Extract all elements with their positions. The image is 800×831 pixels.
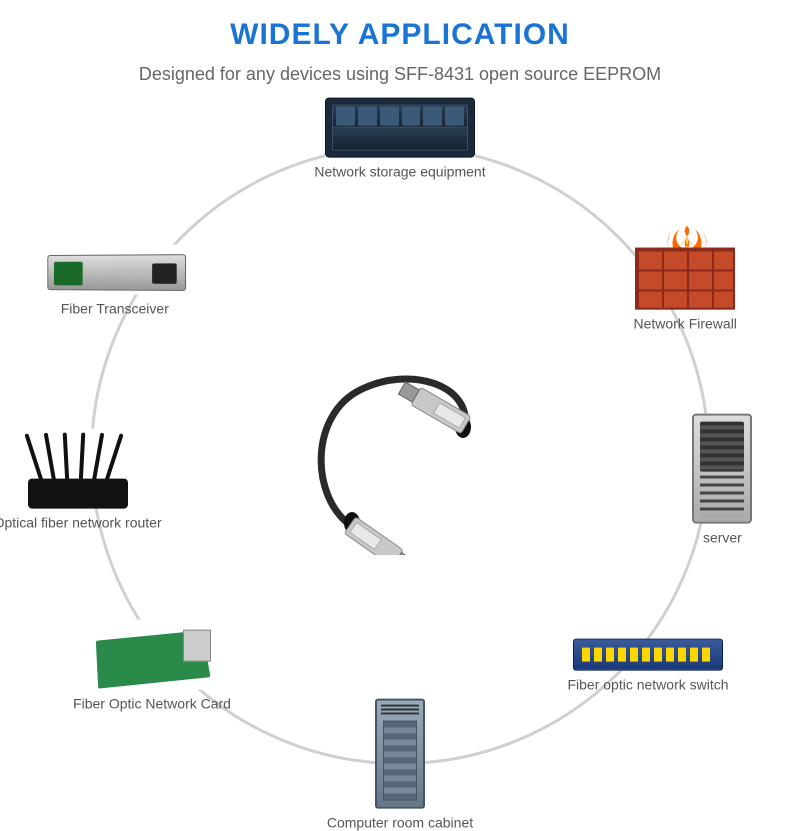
page-subtitle: Designed for any devices using SFF-8431 … bbox=[0, 64, 800, 85]
network-switch-icon bbox=[573, 638, 723, 670]
center-device bbox=[280, 335, 520, 575]
node-storage: Network storage equipment bbox=[310, 97, 490, 180]
firewall-icon bbox=[635, 230, 735, 310]
dac-cable-icon bbox=[290, 355, 510, 555]
media-converter-icon bbox=[45, 245, 185, 295]
node-switch: Fiber optic network switch bbox=[558, 638, 738, 693]
node-label: Network Firewall bbox=[633, 316, 736, 333]
node-label: Optical fiber network router bbox=[0, 514, 162, 531]
node-label: Fiber Optic Network Card bbox=[73, 695, 231, 712]
node-transceiver: Fiber Transceiver bbox=[25, 245, 205, 318]
node-cabinet: Computer room cabinet bbox=[310, 699, 490, 831]
node-label: Fiber Transceiver bbox=[61, 301, 169, 318]
node-firewall: Network Firewall bbox=[595, 230, 775, 333]
node-label: Network storage equipment bbox=[314, 163, 485, 180]
page-title: WIDELY APPLICATION bbox=[0, 0, 800, 52]
network-card-icon bbox=[87, 619, 217, 689]
radial-diagram: Network storage equipment Network Firewa… bbox=[90, 145, 710, 765]
server-tower-icon bbox=[692, 413, 752, 523]
wifi-router-icon bbox=[18, 428, 138, 508]
node-nic: Fiber Optic Network Card bbox=[62, 619, 242, 712]
node-label: server bbox=[703, 529, 742, 546]
node-label: Fiber optic network switch bbox=[567, 676, 728, 693]
node-server: server bbox=[632, 413, 800, 546]
server-cabinet-icon bbox=[375, 699, 425, 809]
node-router: Optical fiber network router bbox=[0, 428, 168, 531]
storage-rack-icon bbox=[325, 97, 475, 157]
node-label: Computer room cabinet bbox=[327, 815, 473, 831]
